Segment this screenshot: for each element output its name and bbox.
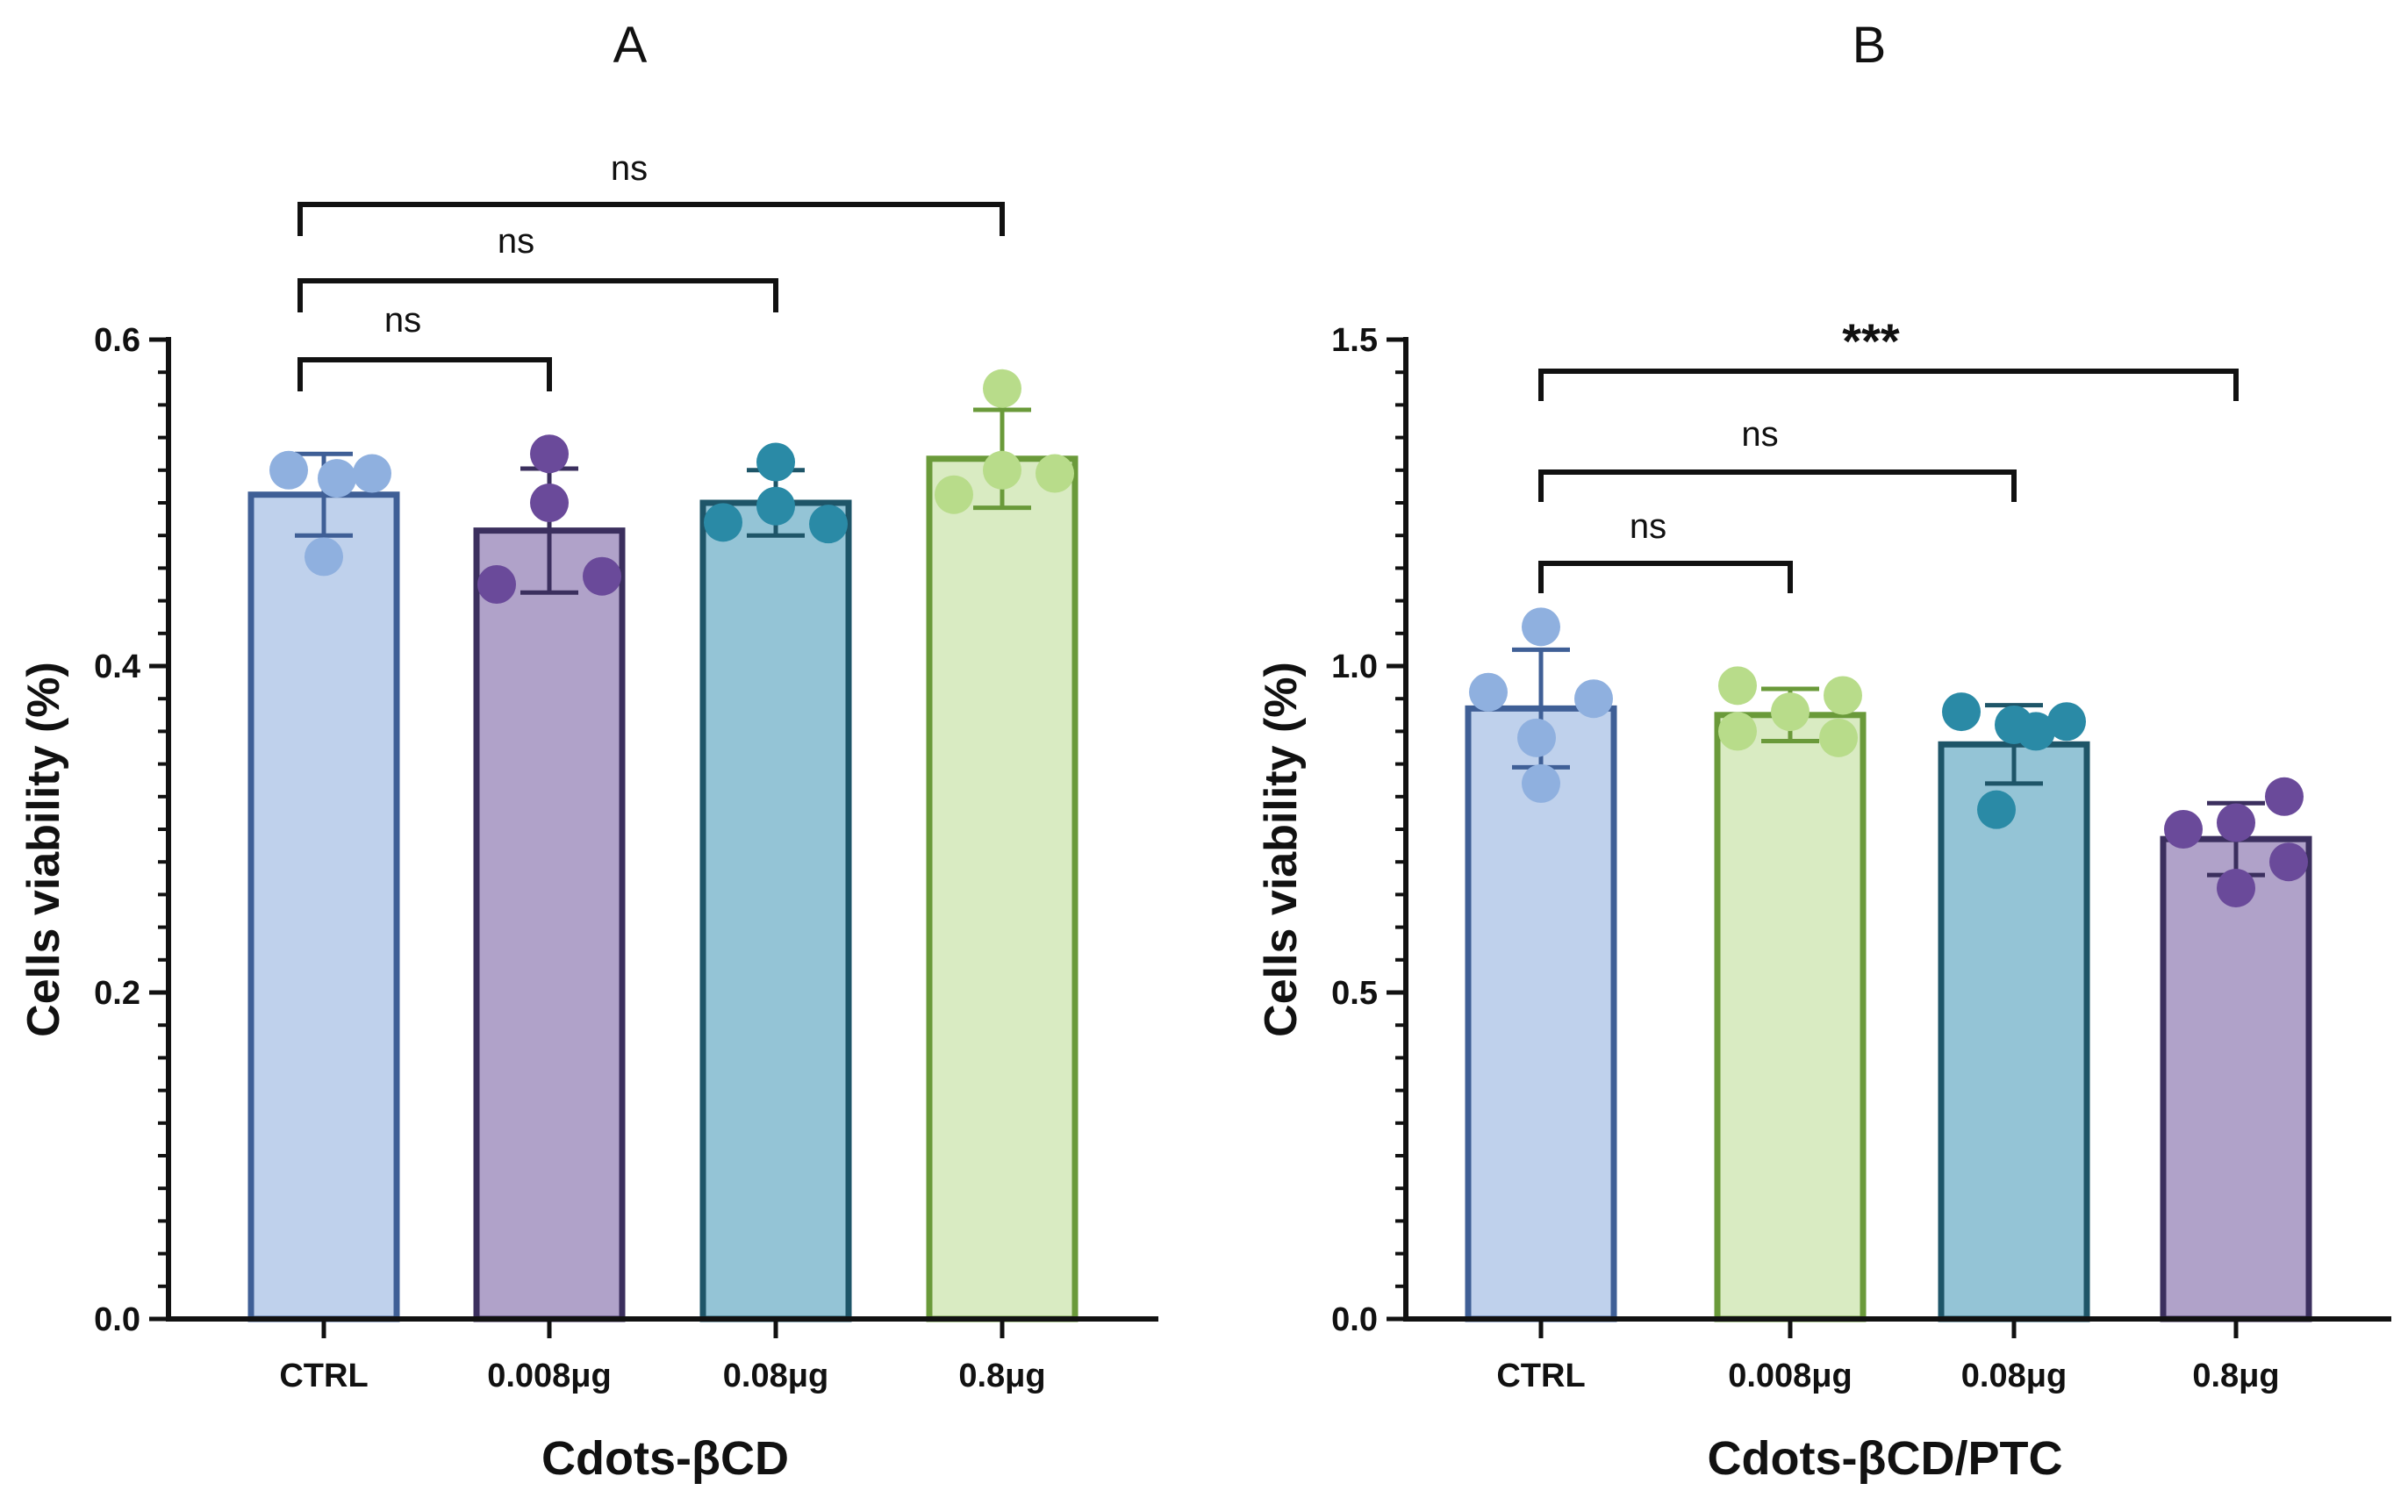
a-point-0-8ug-3 — [935, 475, 973, 514]
panel-b-significance-brackets: ns ns *** — [1538, 313, 2239, 593]
panel-a-significance-label-1: ns — [498, 222, 534, 261]
b-point-0-008ug-4 — [1819, 718, 1858, 757]
b-point-0-008ug-0 — [1718, 666, 1757, 706]
b-point-0-8ug-4 — [2217, 868, 2255, 907]
panel-b-data-points — [1469, 607, 2308, 907]
panel-a: A Cells viability (%) CTRL 0.008μg 0.08μ… — [18, 17, 1158, 1485]
b-point-ctrl-1 — [1469, 672, 1508, 712]
panel-a-y-ticks — [149, 337, 168, 1322]
panel-a-error-bars — [295, 407, 1031, 595]
b-point-0-08ug-3 — [2017, 712, 2055, 751]
panel-a-data-points — [269, 369, 1074, 604]
panel-a-category-labels: CTRL 0.008μg 0.08μg 0.8μg — [279, 1358, 1045, 1394]
a-point-0-008ug-0 — [530, 434, 569, 474]
a-point-ctrl-2 — [353, 454, 391, 493]
panel-a-bar-0-008ug — [473, 527, 626, 1322]
b-bracket-1 — [1538, 469, 2017, 502]
panel-b-x-ticks — [1538, 1319, 2239, 1338]
panel-b-y-tick-label-1: 0.5 — [1331, 975, 1378, 1012]
a-bracket-2 — [297, 202, 1005, 236]
b-point-ctrl-0 — [1522, 607, 1560, 647]
panel-a-bar-0-8ug — [926, 455, 1079, 1322]
panel-b-error-bars — [1512, 647, 2265, 878]
panel-b-y-tick-label-3: 1.5 — [1331, 322, 1378, 359]
panel-a-significance-label-0: ns — [384, 301, 421, 340]
b-point-0-008ug-2 — [1771, 692, 1810, 732]
panel-b-category-0-8ug: 0.8μg — [2192, 1358, 2279, 1394]
panel-b-significance-label-0: ns — [1630, 507, 1666, 546]
a-bracket-1 — [297, 278, 778, 312]
b-point-0-08ug-0 — [1942, 692, 1981, 732]
panel-a-significance-brackets: ns ns ns — [297, 149, 1005, 391]
panel-b-y-ticks — [1387, 337, 1406, 1322]
a-point-0-008ug-2 — [583, 556, 621, 596]
panel-b-y-axis-title: Cells viability (%) — [1256, 662, 1307, 1037]
b-point-0-008ug-1 — [1824, 676, 1862, 715]
b-point-0-8ug-2 — [2164, 810, 2203, 849]
b-point-0-8ug-0 — [2265, 777, 2304, 816]
panel-a-bars — [247, 455, 1079, 1322]
panel-a-y-tick-labels: 0.0 0.2 0.4 0.6 — [94, 322, 140, 1338]
a-point-0-08ug-0 — [756, 442, 795, 482]
panel-b-significance-label-2: *** — [1842, 313, 1900, 369]
a-point-ctrl-3 — [305, 537, 343, 577]
panel-a-y-tick-label-2: 0.4 — [94, 649, 140, 685]
a-point-ctrl-0 — [269, 450, 308, 490]
panel-b-y-tick-label-0: 0.0 — [1331, 1301, 1378, 1338]
panel-b-category-labels: CTRL 0.008μg 0.08μg 0.8μg — [1496, 1358, 2279, 1394]
panel-a-category-0-8ug: 0.8μg — [958, 1358, 1045, 1394]
panel-a-y-axis-title: Cells viability (%) — [18, 662, 69, 1037]
a-point-0-8ug-2 — [1036, 454, 1074, 493]
panel-b-bars — [1465, 705, 2312, 1322]
b-point-0-08ug-4 — [1977, 790, 2016, 829]
panel-b-bar-0-8ug — [2160, 835, 2312, 1322]
b-bracket-2 — [1538, 369, 2239, 401]
b-bracket-0 — [1538, 561, 1793, 593]
panel-b-y-tick-labels: 0.0 0.5 1.0 1.5 — [1331, 322, 1378, 1338]
panel-b-bar-0-008ug — [1714, 712, 1867, 1322]
panel-a-category-0-008ug: 0.008μg — [487, 1358, 612, 1394]
a-point-0-08ug-1 — [756, 486, 795, 526]
panel-a-gridless-plot — [149, 337, 1158, 1338]
panel-a-x-ticks — [321, 1319, 1005, 1338]
panel-a-significance-label-2: ns — [611, 149, 648, 188]
b-point-0-008ug-3 — [1718, 712, 1757, 751]
panel-b-x-axis-title: Cdots-βCD/PTC — [1708, 1432, 2063, 1485]
panel-a-bar-0-08ug — [699, 499, 852, 1322]
b-point-ctrl-4 — [1522, 763, 1560, 803]
b-point-0-8ug-3 — [2269, 842, 2308, 882]
panel-a-y-tick-label-1: 0.2 — [94, 975, 140, 1012]
panel-b-bar-0-08ug — [1938, 741, 2090, 1322]
panel-b: B Cells viability (%) CTRL 0.008μg 0.08μ… — [1256, 17, 2391, 1485]
panel-b-category-0-008ug: 0.008μg — [1728, 1358, 1853, 1394]
panel-b-letter: B — [1853, 17, 1887, 74]
b-point-ctrl-3 — [1517, 718, 1556, 757]
panel-b-category-ctrl: CTRL — [1496, 1358, 1585, 1394]
panel-a-category-ctrl: CTRL — [279, 1358, 368, 1394]
panel-b-category-0-08ug: 0.08μg — [1961, 1358, 2067, 1394]
a-point-0-008ug-1 — [530, 484, 569, 522]
panel-a-category-0-08ug: 0.08μg — [723, 1358, 828, 1394]
panel-a-bar-ctrl — [247, 491, 400, 1322]
panel-a-x-axis-title: Cdots-βCD — [541, 1432, 789, 1485]
a-point-0-08ug-3 — [809, 505, 848, 544]
a-point-ctrl-1 — [318, 459, 356, 498]
panel-a-y-tick-label-3: 0.6 — [94, 322, 140, 359]
b-point-0-8ug-1 — [2217, 803, 2255, 842]
panel-a-y-tick-label-0: 0.0 — [94, 1301, 140, 1338]
panel-a-letter: A — [613, 17, 648, 74]
a-point-0-8ug-0 — [983, 369, 1021, 408]
a-point-0-08ug-2 — [704, 503, 742, 542]
panel-b-significance-label-1: ns — [1741, 415, 1778, 454]
a-bracket-0 — [297, 357, 552, 391]
panel-b-gridless-plot — [1387, 337, 2391, 1338]
b-point-ctrl-2 — [1574, 679, 1613, 719]
a-point-0-008ug-3 — [477, 565, 516, 604]
a-point-0-8ug-1 — [983, 450, 1021, 490]
panel-b-y-tick-label-2: 1.0 — [1331, 649, 1378, 685]
b-point-0-08ug-2 — [2047, 702, 2086, 742]
